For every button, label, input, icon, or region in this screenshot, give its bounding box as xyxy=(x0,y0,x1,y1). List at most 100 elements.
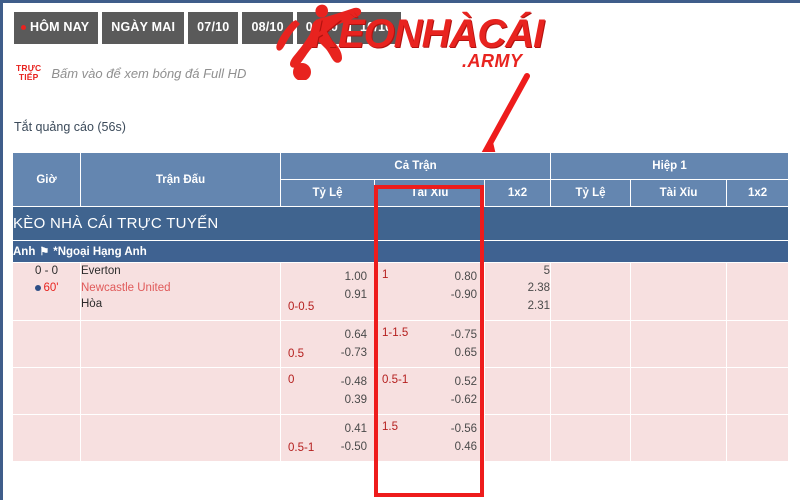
ft-ou-line: 1.5 xyxy=(382,421,398,433)
odds-value: 2.31 xyxy=(527,299,551,312)
section-banner-title: KÈO NHÀ CÁI TRỰC TUYẾN xyxy=(11,206,790,241)
draw-label: Hòa xyxy=(81,298,103,311)
logo-suffix: .ARMY xyxy=(462,51,523,71)
h1-1x2-cell[interactable] xyxy=(726,320,790,368)
col-header-tai-xiu-h1[interactable]: Tài Xỉu xyxy=(630,179,728,207)
odds-value: -0.90 xyxy=(450,288,477,301)
h1-1x2-cell[interactable] xyxy=(726,414,790,462)
tab-hom-nay[interactable]: HÔM NAY xyxy=(14,12,99,44)
tab-label: 09/10 xyxy=(305,20,338,34)
table-row[interactable]: 0.5-1 0.41 -0.50 1.5 -0.56 0.46 xyxy=(12,414,790,462)
tab-label: NGÀY MAI xyxy=(111,20,176,34)
ft-over-under-cell[interactable]: 1 0.80 -0.90 xyxy=(374,262,485,321)
league-row[interactable]: Anh ⚑ *Ngoại Hạng Anh xyxy=(11,240,790,263)
league-header-cell[interactable]: Anh ⚑ *Ngoại Hạng Anh xyxy=(11,240,790,263)
table-row[interactable]: 0.5 0.64 -0.73 1-1.5 -0.75 0.65 xyxy=(12,320,790,368)
h1-handicap-cell[interactable] xyxy=(550,414,632,462)
h1-handicap-cell[interactable] xyxy=(550,262,632,321)
ft-ou-odds: -0.56 0.46 xyxy=(451,421,477,457)
close-ad-link[interactable]: Tắt quảng cáo (56s) xyxy=(14,120,126,134)
ft-ou-odds: -0.75 0.65 xyxy=(451,327,477,363)
tab-label: 08/10 xyxy=(251,20,284,34)
table-row[interactable]: 0 - 0 60' Everton Newcastle United Hòa 0… xyxy=(12,262,790,321)
ft-1x2-cell[interactable] xyxy=(483,367,552,415)
tab-label: 10/10 xyxy=(360,20,393,34)
h1-1x2-cell[interactable] xyxy=(726,262,790,321)
ft-handicap-cell[interactable]: 0.5-1 0.41 -0.50 xyxy=(280,414,375,462)
h1-over-under-cell[interactable] xyxy=(630,262,728,321)
col-header-ty-le-ft[interactable]: Tỷ Lệ xyxy=(280,179,375,207)
ft-handicap-cell[interactable]: 0 -0.48 0.39 xyxy=(280,367,375,415)
odds-table: Giờ Trận Đấu Cả Trận Hiệp 1 Tỷ Lệ Tài Xỉ… xyxy=(11,152,790,462)
h1-over-under-cell[interactable] xyxy=(630,414,728,462)
ft-handicap-odds: 1.00 0.91 xyxy=(345,269,367,305)
ft-1x2-cell[interactable] xyxy=(483,320,552,368)
odds-value: 0.80 xyxy=(454,271,477,283)
date-tab-bar: HÔM NAY NGÀY MAI 07/10 08/10 09/10 10/10 xyxy=(14,12,402,44)
ft-ou-line: 0.5-1 xyxy=(382,374,409,386)
live-indicator-icon xyxy=(21,24,26,30)
col-header-gio[interactable]: Giờ xyxy=(12,152,81,207)
odds-value: 2.38 xyxy=(527,282,551,295)
match-score: 0 - 0 xyxy=(34,265,58,277)
header-row-group: Giờ Trận Đấu Cả Trận Hiệp 1 xyxy=(12,152,790,207)
section-banner-row: KÈO NHÀ CÁI TRỰC TUYẾN xyxy=(11,206,790,241)
ft-1x2-cell[interactable]: 5 2.38 2.31 xyxy=(483,262,552,321)
tab-08-10[interactable]: 08/10 xyxy=(242,12,293,44)
header-row-sub: Tỷ Lệ Tài Xỉu 1x2 Tỷ Lệ Tài Xỉu 1x2 xyxy=(13,179,790,207)
tab-09-10[interactable]: 09/10 xyxy=(296,12,347,44)
badge-line-2: TIẾP xyxy=(18,72,39,83)
away-team-name: Newcastle United xyxy=(81,281,171,294)
page-left-border xyxy=(0,0,3,500)
h1-over-under-cell[interactable] xyxy=(630,320,728,368)
odds-value: -0.75 xyxy=(450,329,477,341)
odds-value: 5 xyxy=(543,265,551,277)
odds-table-container: Giờ Trận Đấu Cả Trận Hiệp 1 Tỷ Lệ Tài Xỉ… xyxy=(11,152,790,462)
ft-handicap-odds: 0.41 -0.50 xyxy=(341,421,367,457)
h1-handicap-cell[interactable] xyxy=(550,320,632,368)
minute-value: 60' xyxy=(43,281,59,294)
tab-label: 07/10 xyxy=(197,20,230,34)
ft-handicap-line: 0.5-1 xyxy=(288,442,315,454)
tab-10-10[interactable]: 10/10 xyxy=(351,12,402,44)
odds-value: 0.64 xyxy=(344,329,367,341)
odds-table-head: Giờ Trận Đấu Cả Trận Hiệp 1 Tỷ Lệ Tài Xỉ… xyxy=(12,152,790,207)
tab-ngay-mai[interactable]: NGÀY MAI xyxy=(102,12,185,44)
ft-1x2-cell[interactable] xyxy=(483,414,552,462)
odds-value: 0.91 xyxy=(344,288,367,301)
odds-value: 0.46 xyxy=(454,440,477,453)
col-header-tai-xiu-ft[interactable]: Tài Xỉu xyxy=(374,179,485,207)
col-header-ty-le-h1[interactable]: Tỷ Lệ xyxy=(550,179,632,207)
live-stream-promo[interactable]: TRỰC TIẾP Bấm vào để xem bóng đá Full HD xyxy=(16,63,246,83)
col-header-tran-dau[interactable]: Trận Đấu xyxy=(80,152,281,207)
ft-ou-line: 1 xyxy=(382,269,389,281)
ft-over-under-cell[interactable]: 1.5 -0.56 0.46 xyxy=(374,414,485,462)
odds-table-body: KÈO NHÀ CÁI TRỰC TUYẾN Anh ⚑ *Ngoại Hạng A… xyxy=(11,206,790,462)
match-time-cell xyxy=(12,367,81,415)
odds-value: -0.48 xyxy=(340,376,367,388)
league-name: *Ngoại Hạng Anh xyxy=(53,246,147,258)
ft-ou-odds: 0.80 -0.90 xyxy=(451,269,477,305)
match-teams-cell[interactable] xyxy=(80,367,281,415)
table-row[interactable]: 0 -0.48 0.39 0.5-1 0.52 -0.62 xyxy=(12,367,790,415)
ft-handicap-cell[interactable]: 0-0.5 1.00 0.91 xyxy=(280,262,375,321)
match-teams-cell[interactable]: Everton Newcastle United Hòa xyxy=(80,262,281,321)
h1-handicap-cell[interactable] xyxy=(550,367,632,415)
ft-handicap-cell[interactable]: 0.5 0.64 -0.73 xyxy=(280,320,375,368)
match-teams-cell[interactable] xyxy=(80,320,281,368)
ft-ou-odds: 0.52 -0.62 xyxy=(451,374,477,410)
league-country: Anh xyxy=(13,246,36,258)
odds-value: 0.52 xyxy=(454,376,477,388)
ft-over-under-cell[interactable]: 1-1.5 -0.75 0.65 xyxy=(374,320,485,368)
match-teams-cell[interactable] xyxy=(80,414,281,462)
match-time-cell xyxy=(12,414,81,462)
h1-1x2-cell[interactable] xyxy=(726,367,790,415)
ft-over-under-cell[interactable]: 0.5-1 0.52 -0.62 xyxy=(374,367,485,415)
tab-07-10[interactable]: 07/10 xyxy=(188,12,239,44)
odds-value: -0.62 xyxy=(450,393,477,406)
col-header-1x2-h1[interactable]: 1x2 xyxy=(726,179,790,207)
h1-over-under-cell[interactable] xyxy=(630,367,728,415)
home-team-name: Everton xyxy=(81,265,121,277)
live-play-icon xyxy=(34,285,41,291)
col-header-1x2-ft[interactable]: 1x2 xyxy=(483,179,552,207)
